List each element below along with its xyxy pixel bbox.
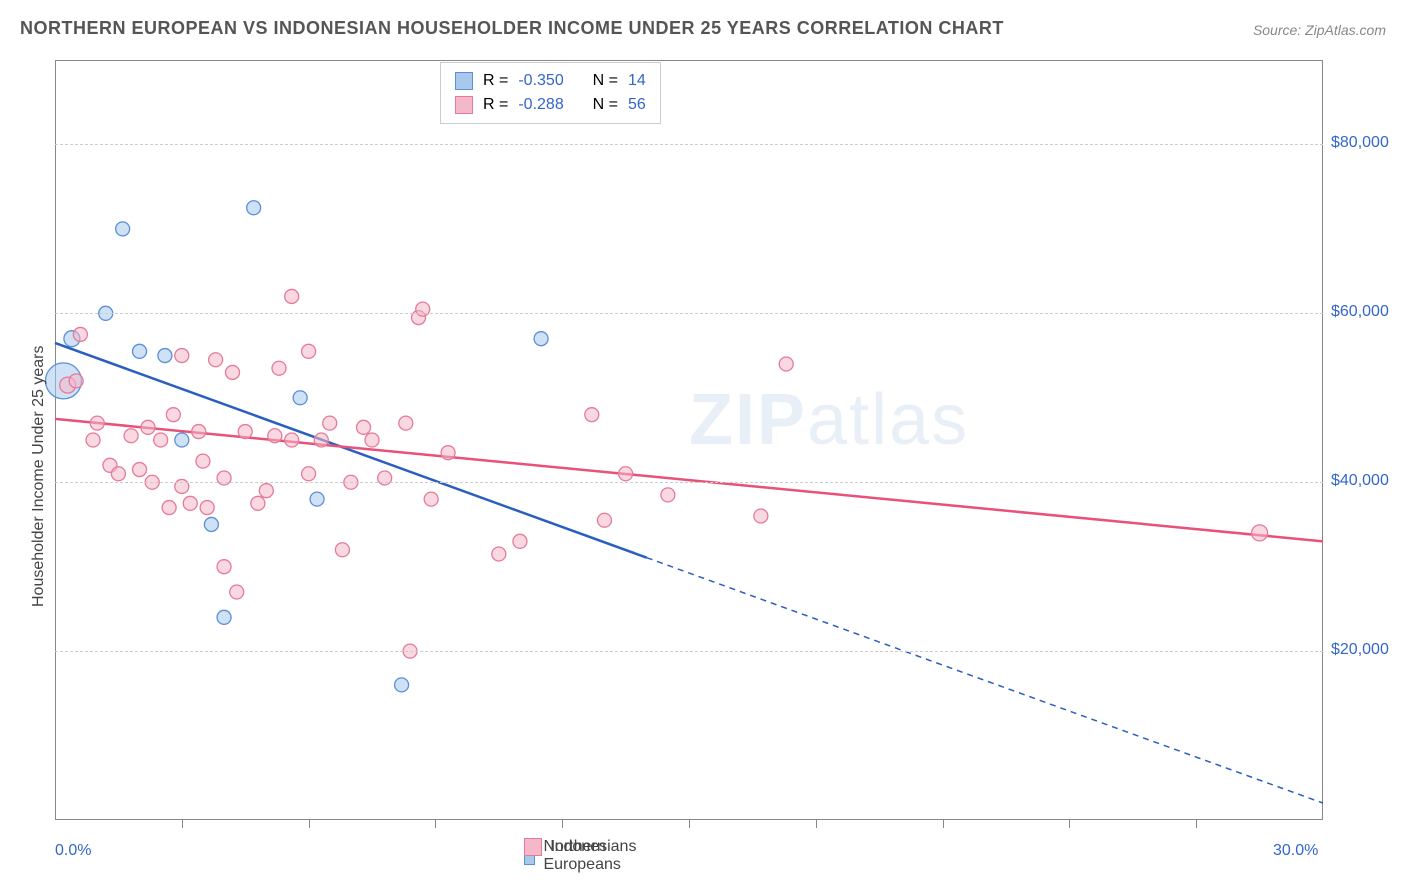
data-point [1252,525,1268,541]
legend-label: Indonesians [550,838,636,856]
data-point [200,501,214,515]
data-point [217,560,231,574]
data-point [226,365,240,379]
data-point [209,353,223,367]
correlation-row: R = -0.288 N = 56 [455,93,646,117]
data-point [133,463,147,477]
data-point [217,610,231,624]
data-point [619,467,633,481]
r-label: R = [483,69,508,93]
n-value: 14 [628,69,646,93]
x-tick [435,820,436,828]
data-point [204,517,218,531]
y-tick-label: $80,000 [1331,134,1389,152]
x-tick [1069,820,1070,828]
x-tick [943,820,944,828]
data-point [116,222,130,236]
data-point [259,484,273,498]
data-point [251,496,265,510]
data-point [158,349,172,363]
legend-swatch [524,838,542,856]
data-point [124,429,138,443]
data-point [162,501,176,515]
r-label: R = [483,93,508,117]
data-point [597,513,611,527]
data-point [238,425,252,439]
data-point [441,446,455,460]
n-value: 56 [628,93,646,117]
y-tick-label: $60,000 [1331,303,1389,321]
x-axis-max-label: 30.0% [1273,842,1318,860]
y-tick-label: $20,000 [1331,641,1389,659]
correlation-row: R = -0.350 N = 14 [455,69,646,93]
n-label: N = [593,69,618,93]
data-point [183,496,197,510]
data-point [314,433,328,447]
legend-swatch [455,96,473,114]
x-tick [309,820,310,828]
data-point [268,429,282,443]
y-axis-label: Householder Income Under 25 years [30,346,48,607]
y-tick-label: $40,000 [1331,472,1389,490]
chart-title: NORTHERN EUROPEAN VS INDONESIAN HOUSEHOL… [20,18,1004,39]
data-point [90,416,104,430]
data-point [365,433,379,447]
data-point [323,416,337,430]
data-point [196,454,210,468]
data-point [534,332,548,346]
gridline [55,482,1323,483]
x-tick [816,820,817,828]
data-point [492,547,506,561]
source-label: Source: ZipAtlas.com [1253,22,1386,38]
data-point [141,420,155,434]
data-point [175,349,189,363]
r-value: -0.350 [518,69,563,93]
legend-swatch [455,72,473,90]
correlation-box: R = -0.350 N = 14R = -0.288 N = 56 [440,62,661,124]
data-point [154,433,168,447]
x-tick [689,820,690,828]
data-point [73,327,87,341]
data-point [247,201,261,215]
data-point [111,467,125,481]
data-point [302,467,316,481]
data-point [513,534,527,548]
data-point [310,492,324,506]
gridline [55,144,1323,145]
data-point [192,425,206,439]
data-point [302,344,316,358]
n-label: N = [593,93,618,117]
data-point [230,585,244,599]
data-point [69,374,83,388]
data-point [293,391,307,405]
x-tick [1196,820,1197,828]
legend-item: Indonesians [524,838,636,856]
data-point [272,361,286,375]
data-point [661,488,675,502]
data-point [335,543,349,557]
gridline [55,651,1323,652]
data-point [779,357,793,371]
data-point [175,433,189,447]
x-axis-min-label: 0.0% [55,842,91,860]
trend-line-dashed [647,558,1323,803]
data-point [424,492,438,506]
data-point [133,344,147,358]
gridline [55,313,1323,314]
data-point [399,416,413,430]
data-point [395,678,409,692]
data-point [285,289,299,303]
data-point [285,433,299,447]
x-tick [562,820,563,828]
chart-svg [55,60,1323,820]
r-value: -0.288 [518,93,563,117]
data-point [166,408,180,422]
x-tick [182,820,183,828]
data-point [86,433,100,447]
data-point [754,509,768,523]
data-point [585,408,599,422]
trend-line [55,343,647,558]
data-point [357,420,371,434]
